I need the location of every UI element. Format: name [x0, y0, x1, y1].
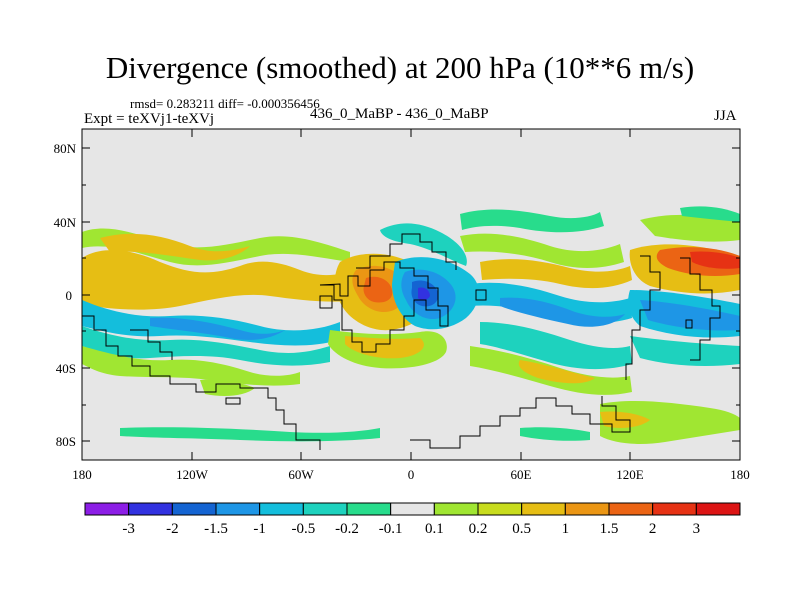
divergence-field: [82, 206, 740, 444]
divergence-region: [120, 427, 380, 442]
colorbar-box: [521, 502, 566, 516]
colorbar-label: -3: [122, 521, 135, 537]
colorbar-box: [608, 502, 654, 516]
comparison-label: 436_0_MaBP - 436_0_MaBP: [310, 106, 489, 122]
divergence-region: [82, 326, 330, 366]
colorbar-label: -1: [253, 521, 266, 537]
colorbar-label: 0.5: [512, 521, 531, 537]
stats-label: rmsd= 0.283211 diff= -0.000356456: [130, 96, 320, 111]
divergence-region: [480, 259, 632, 289]
colorbar-box: [302, 502, 348, 516]
divergence-region: [680, 206, 740, 222]
colorbar-label: 2: [649, 521, 657, 537]
lat-label: 40S: [56, 361, 76, 376]
colorbar: -3 -2 -1.5 -1 -0.5 -0.2 -0.1 0.1 0.2 0.5 1 1.5 2 3: [84, 502, 741, 537]
continent-outline: [356, 233, 457, 270]
divergence-region: [480, 322, 632, 370]
colorbar-box: [84, 502, 130, 516]
continent-outline: [130, 329, 173, 360]
divergence-region: [82, 346, 300, 386]
divergence-region: [150, 317, 285, 340]
lon-ticks: [191, 129, 631, 460]
colorbar-label: 0.1: [425, 521, 444, 537]
lon-label: 60E: [511, 467, 532, 482]
experiment-label: Expt = teXVj1-teXVj: [84, 111, 215, 127]
lat-label: 80N: [54, 141, 77, 156]
lon-label: 0: [408, 467, 415, 482]
plot-title: Divergence (smoothed) at 200 hPa (10**6 …: [105, 50, 695, 85]
coastlines: [82, 233, 721, 450]
divergence-region: [418, 287, 430, 301]
lon-label: 180: [730, 467, 750, 482]
season-label: JJA: [714, 108, 737, 124]
lat-ticks: [82, 147, 740, 442]
divergence-region: [363, 276, 393, 303]
colorbar-label: 3: [693, 521, 701, 537]
colorbar-label: -0.2: [335, 521, 359, 537]
divergence-region: [630, 336, 740, 366]
colorbar-label: -0.1: [379, 521, 403, 537]
colorbar-box: [346, 502, 392, 516]
lat-label: 80S: [56, 434, 76, 449]
lon-label: 120E: [616, 467, 644, 482]
colorbar-box: [390, 502, 435, 516]
colorbar-box: [433, 502, 479, 516]
colorbar-box: [695, 502, 741, 516]
colorbar-box: [171, 502, 217, 516]
continent-outline: [475, 289, 487, 301]
continent-outline: [225, 397, 241, 405]
continent-outline: [410, 396, 631, 449]
colorbar-label: 1: [562, 521, 570, 537]
divergence-region: [82, 250, 360, 310]
continent-outline: [625, 255, 661, 380]
divergence-region: [640, 214, 740, 242]
colorbar-label: 1.5: [600, 521, 619, 537]
divergence-region: [82, 228, 350, 266]
divergence-region: [640, 300, 740, 331]
colorbar-label: 0.2: [469, 521, 488, 537]
colorbar-box: [215, 502, 261, 516]
continent-outline: [685, 319, 693, 329]
colorbar-box: [477, 502, 523, 516]
colorbar-box: [564, 502, 610, 516]
colorbar-box: [259, 502, 304, 516]
lon-label: 60W: [288, 467, 314, 482]
continent-outline: [319, 261, 449, 353]
continent-outline: [82, 315, 321, 450]
divergence-region: [520, 427, 590, 441]
divergence-region: [600, 401, 740, 444]
continent-outline: [680, 257, 721, 361]
colorbar-box: [128, 502, 173, 516]
divergence-region: [690, 251, 740, 269]
divergence-region: [500, 297, 625, 327]
colorbar-label: -1.5: [204, 521, 228, 537]
lon-label: 180: [72, 467, 92, 482]
colorbar-label: -2: [166, 521, 179, 537]
divergence-region: [345, 336, 424, 359]
colorbar-label: -0.5: [291, 521, 315, 537]
lat-label: 40N: [54, 215, 77, 230]
divergence-region: [470, 282, 632, 324]
divergence-region: [518, 360, 595, 384]
lon-label: 120W: [176, 467, 209, 482]
continent-outline: [319, 295, 333, 309]
divergence-region: [460, 209, 604, 233]
divergence-region: [460, 233, 624, 268]
divergence-region: [100, 233, 250, 261]
colorbar-box: [652, 502, 697, 516]
lat-label: 0: [66, 288, 73, 303]
